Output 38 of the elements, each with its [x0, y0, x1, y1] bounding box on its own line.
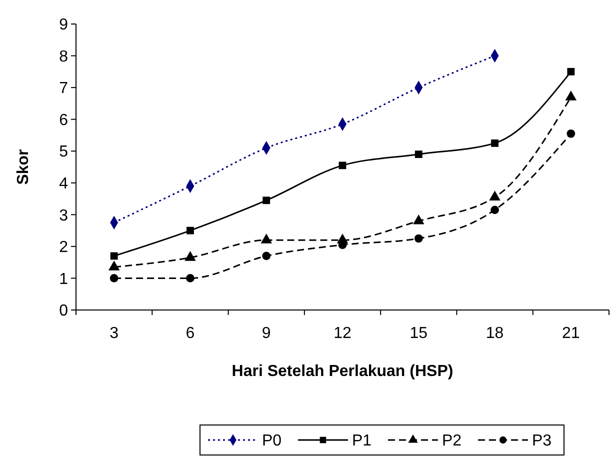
x-tick-label: 21: [562, 325, 580, 342]
x-tick-label: 12: [334, 325, 352, 342]
x-tick-label: 15: [410, 325, 428, 342]
legend-label: P3: [532, 432, 552, 450]
x-tick-label: 6: [186, 325, 195, 342]
y-tick-label: 5: [59, 144, 68, 161]
legend-label: P1: [352, 432, 372, 450]
legend-label: P2: [442, 432, 462, 450]
legend-label: P0: [262, 432, 282, 450]
point: [413, 214, 424, 224]
x-axis-title: Hari Setelah Perlakuan (HSP): [232, 363, 454, 380]
point: [566, 129, 576, 138]
y-tick-label: 6: [59, 112, 68, 129]
y-tick-label: 2: [59, 239, 68, 256]
y-tick-label: 4: [59, 175, 68, 192]
point: [262, 252, 271, 260]
point: [414, 150, 422, 158]
y-tick-label: 1: [59, 270, 68, 288]
x-tick-label: 9: [262, 325, 271, 342]
point: [490, 206, 499, 214]
point: [567, 68, 575, 76]
point: [262, 196, 270, 204]
x-tick-label: 3: [110, 325, 119, 342]
x-tick-label: 18: [486, 325, 504, 342]
point: [565, 90, 577, 100]
y-tick-label: 9: [59, 16, 68, 34]
y-tick-label: 3: [59, 207, 68, 224]
point: [491, 139, 498, 147]
y-axis-title: Skor: [15, 149, 32, 185]
point: [186, 226, 194, 234]
y-tick-label: 8: [59, 48, 68, 66]
point: [186, 274, 194, 282]
y-tick-label: 0: [59, 302, 68, 320]
y-tick-label: 7: [59, 80, 68, 98]
point: [414, 234, 423, 243]
point: [110, 252, 118, 260]
point: [338, 162, 346, 170]
point: [110, 274, 118, 282]
